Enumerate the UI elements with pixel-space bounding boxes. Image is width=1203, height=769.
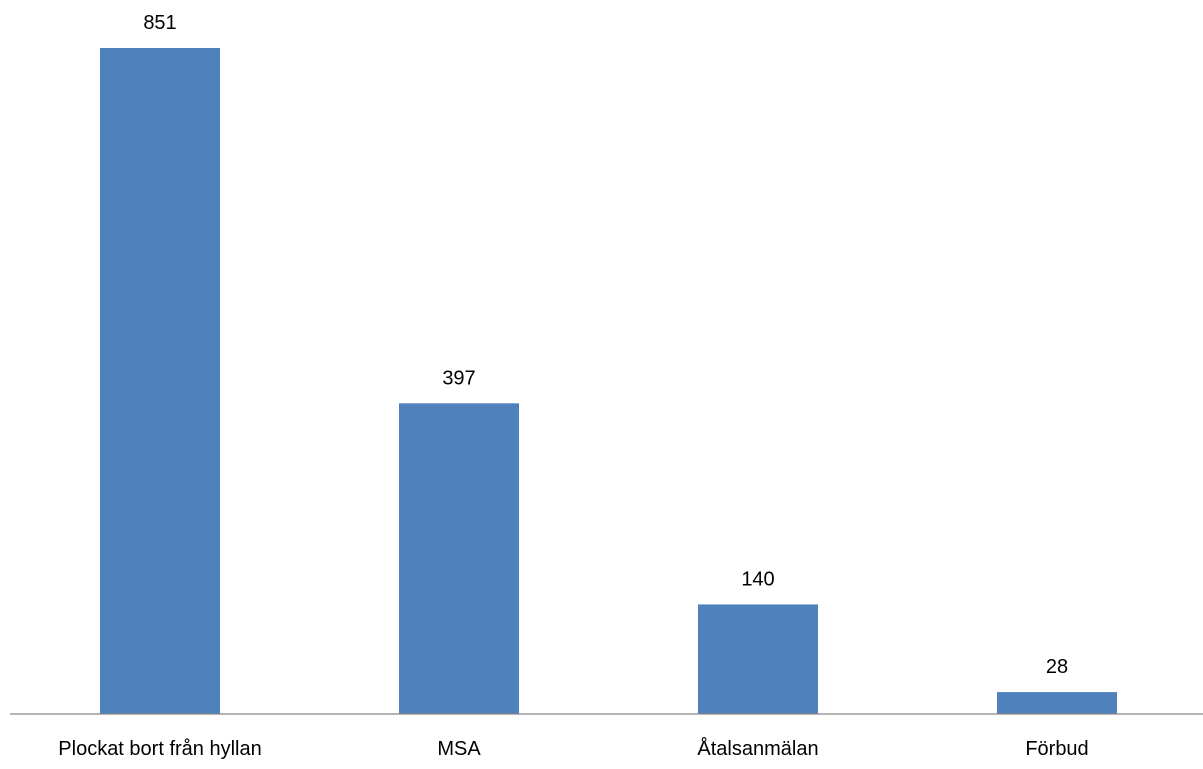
data-label-2: 140 [741, 568, 774, 590]
data-label-3: 28 [1046, 656, 1068, 678]
category-label-3: Förbud [1025, 738, 1088, 760]
category-label-1: MSA [437, 738, 481, 760]
category-label-0: Plockat bort från hyllan [58, 738, 261, 760]
value-labels-group: 851 397 140 28 [143, 12, 1068, 678]
category-label-2: Åtalsanmälan [697, 737, 818, 760]
bar-2 [698, 604, 818, 714]
bar-3 [997, 692, 1117, 714]
bars-group [100, 48, 1117, 714]
bar-1 [399, 403, 519, 714]
category-labels-group: Plockat bort från hyllan MSA Åtalsanmälan F… [58, 737, 1088, 760]
data-label-0: 851 [143, 12, 176, 34]
data-label-1: 397 [442, 367, 475, 389]
bar-0 [100, 48, 220, 714]
